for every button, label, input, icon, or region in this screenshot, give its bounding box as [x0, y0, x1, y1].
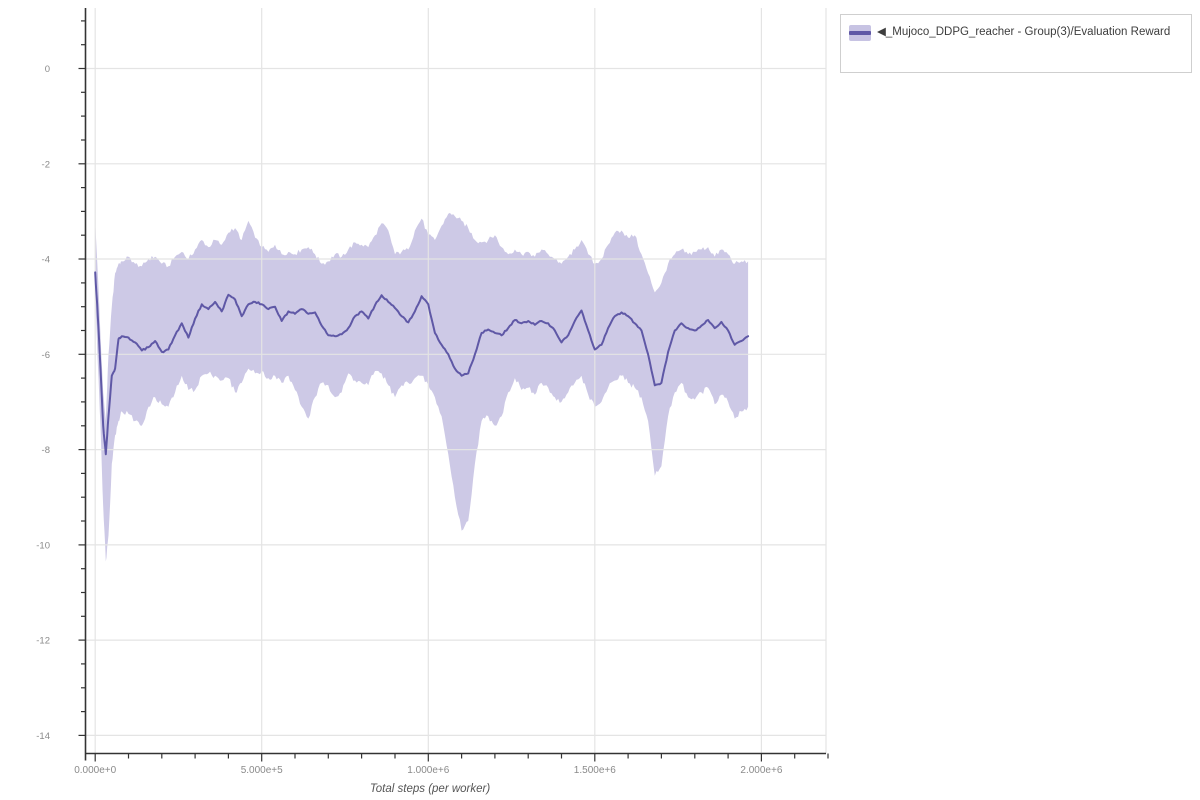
axes: [84, 8, 826, 761]
mean-line: [94, 271, 750, 456]
y-tick-label: -8: [42, 445, 50, 456]
legend-swatch: [849, 25, 871, 41]
legend-label: ◀_Mujoco_DDPG_reacher - Group(3)/Evaluat…: [877, 26, 1171, 38]
gridlines: [85, 8, 827, 754]
y-tick-label: -6: [42, 350, 50, 361]
y-tick-label: -12: [36, 636, 50, 647]
legend-item[interactable]: ◀_Mujoco_DDPG_reacher - Group(3)/Evaluat…: [840, 14, 1192, 73]
x-tick-label: 0.000e+0: [74, 765, 116, 776]
tick-marks: [78, 20, 829, 762]
y-tick-labels: 0 -2 -4 -6 -8 -10 -12 -14: [36, 64, 50, 742]
legend-swatch-line-icon: [849, 31, 871, 35]
y-tick-label: -2: [42, 159, 50, 170]
y-tick-label: 0: [45, 64, 50, 75]
x-tick-labels: 0.000e+0 5.000e+5 1.000e+6 1.500e+6 2.000e+6: [74, 765, 783, 776]
x-axis-title: Total steps (per worker): [370, 783, 491, 795]
y-tick-label: -4: [42, 255, 50, 266]
x-tick-label: 2.000e+6: [740, 765, 782, 776]
y-tick-label: -14: [36, 731, 50, 742]
x-tick-label: 1.500e+6: [574, 765, 616, 776]
x-tick-label: 5.000e+5: [241, 765, 283, 776]
x-tick-label: 1.000e+6: [407, 765, 449, 776]
y-tick-label: -10: [36, 540, 50, 551]
confidence-band: [95, 212, 749, 562]
